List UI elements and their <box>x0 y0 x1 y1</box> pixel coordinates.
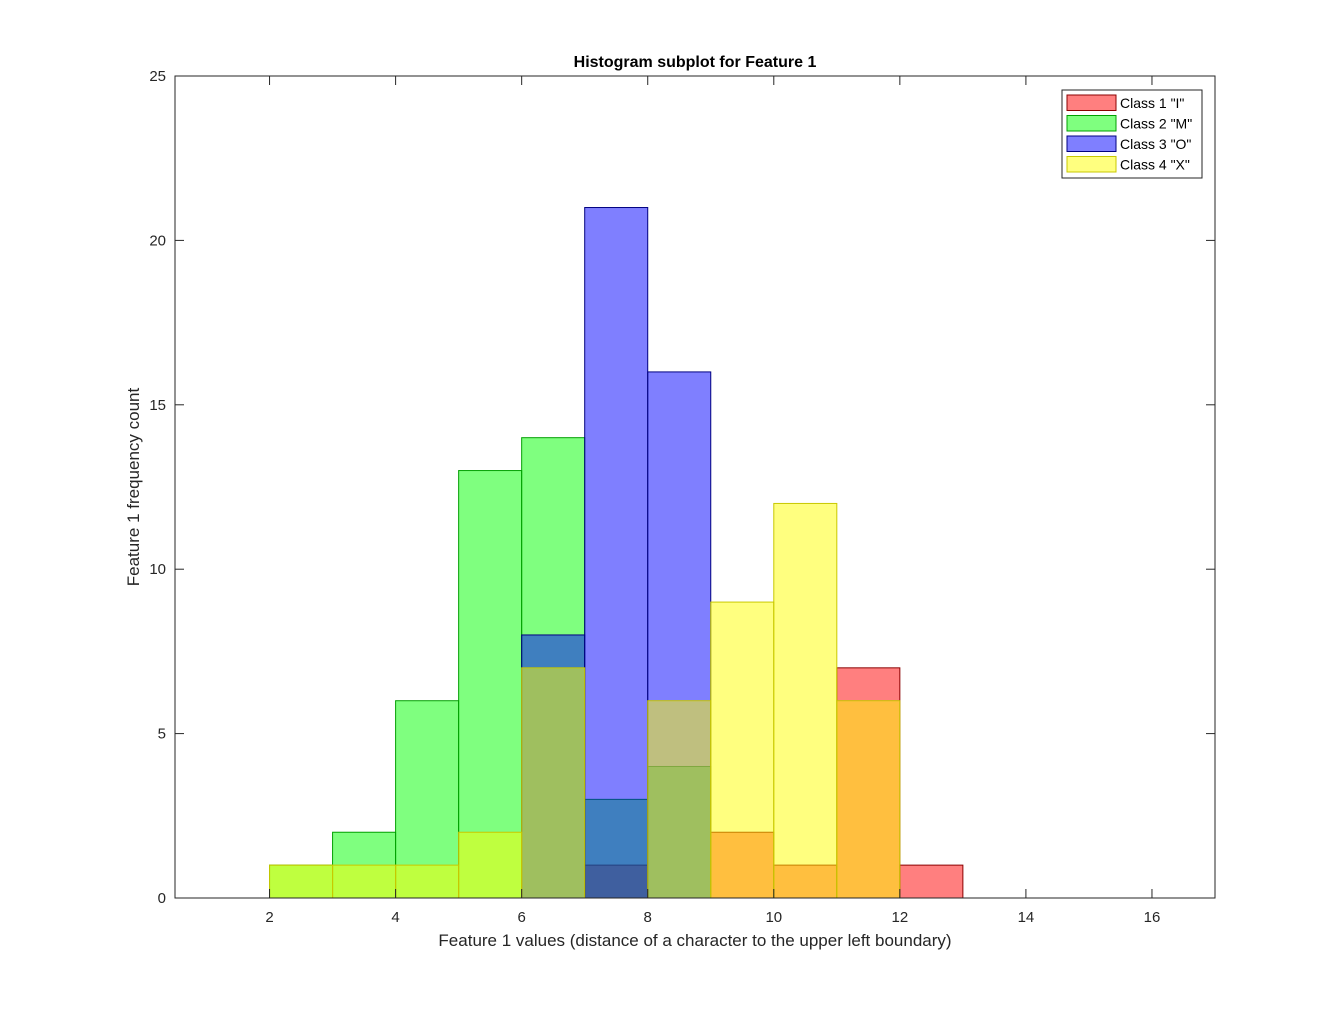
legend-swatch <box>1066 115 1117 132</box>
bar-series-4 <box>710 601 775 899</box>
bar-series-4 <box>332 864 397 899</box>
y-axis-label: Feature 1 frequency count <box>124 388 143 587</box>
y-tick-label: 0 <box>158 890 166 907</box>
legend-label: Class 2 "M" <box>1120 116 1192 132</box>
y-tick-label: 5 <box>158 726 166 743</box>
x-tick-label: 4 <box>391 909 399 926</box>
x-tick-label: 2 <box>265 909 273 926</box>
legend-swatch <box>1066 94 1117 111</box>
legend-item[interactable]: Class 4 "X" <box>1066 156 1190 173</box>
legend-item[interactable]: Class 2 "M" <box>1066 115 1192 132</box>
legend[interactable]: Class 1 "I" Class 2 "M" Class 3 "O" Class 4… <box>1061 89 1203 179</box>
bar-series-4 <box>395 864 460 899</box>
ticks-layer: 2 4 6 8 10 12 14 16 0 5 10 15 20 25 <box>149 68 1215 926</box>
legend-label: Class 4 "X" <box>1120 157 1190 173</box>
axes-box <box>174 75 1216 899</box>
bars-layer <box>269 207 964 899</box>
bar-series-4 <box>773 502 838 899</box>
bar-series-4 <box>458 831 523 899</box>
x-tick-label: 16 <box>1144 909 1161 926</box>
bar-series-3 <box>584 207 649 899</box>
chart-title: Histogram subplot for Feature 1 <box>574 54 817 71</box>
x-axis-label: Feature 1 values (distance of a characte… <box>438 931 951 950</box>
x-tick-label: 8 <box>644 909 652 926</box>
legend-swatch <box>1066 156 1117 173</box>
x-tick-label: 12 <box>892 909 909 926</box>
bar-series-4 <box>269 864 334 899</box>
bar-series-4 <box>836 700 901 899</box>
bar-series-1 <box>899 864 964 899</box>
bar-series-4 <box>521 667 586 899</box>
bar-series-4 <box>647 700 712 899</box>
legend-swatch <box>1066 135 1117 152</box>
series-4 <box>269 502 901 899</box>
y-tick-label: 25 <box>149 68 166 85</box>
y-tick-label: 20 <box>149 232 166 249</box>
y-tick-label: 10 <box>149 561 166 578</box>
legend-label: Class 3 "O" <box>1120 136 1191 152</box>
legend-label: Class 1 "I" <box>1120 95 1184 111</box>
legend-item[interactable]: Class 3 "O" <box>1066 135 1191 152</box>
x-tick-label: 6 <box>517 909 525 926</box>
y-tick-label: 15 <box>149 397 166 414</box>
x-tick-label: 10 <box>765 909 782 926</box>
legend-item[interactable]: Class 1 "I" <box>1066 94 1184 111</box>
bar-series-2 <box>458 470 523 899</box>
x-tick-label: 14 <box>1018 909 1035 926</box>
